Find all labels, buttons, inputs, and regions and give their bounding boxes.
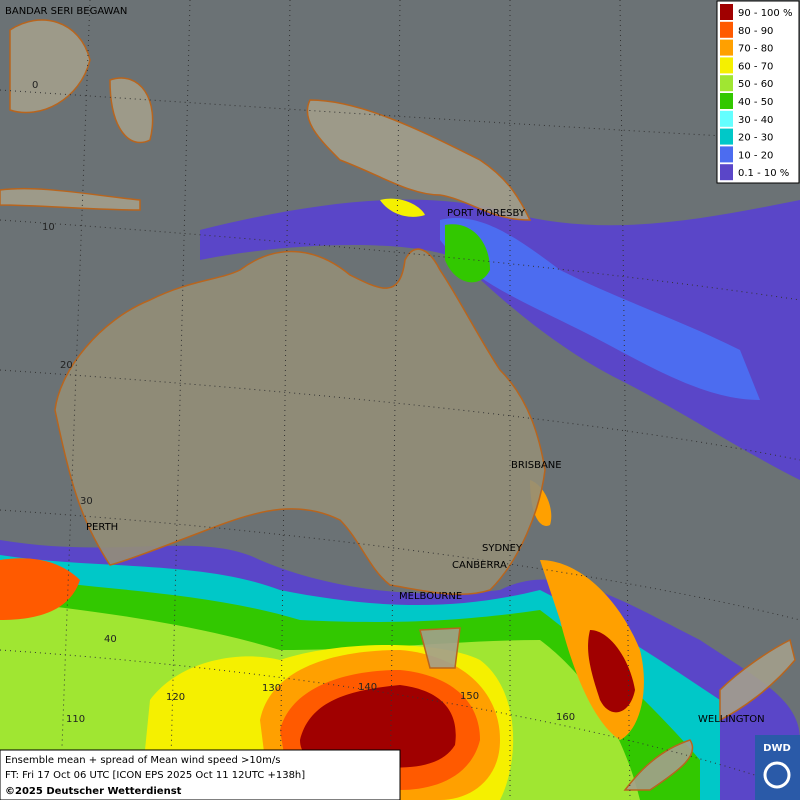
legend-swatch (720, 57, 733, 74)
city-label: SYDNEY (482, 543, 523, 554)
logo-icon (763, 761, 791, 789)
legend-label: 80 - 90 (738, 26, 773, 37)
logo: DWD (755, 735, 800, 800)
legend-swatch (720, 110, 733, 127)
grid-label: 40 (104, 634, 117, 645)
grid-label: 20 (60, 360, 73, 371)
city-label: WELLINGTON (698, 714, 765, 725)
legend-label: 20 - 30 (738, 133, 773, 144)
grid-label: 130 (262, 683, 281, 694)
grid-label: 140 (358, 682, 377, 693)
grid-label: 160 (556, 712, 575, 723)
legend-swatch (720, 39, 733, 56)
logo-box (755, 735, 800, 800)
legend-label: 30 - 40 (738, 115, 773, 126)
legend-swatch (720, 75, 733, 92)
legend-swatch (720, 21, 733, 38)
grid-label: 120 (166, 692, 185, 703)
city-label: MELBOURNE (399, 591, 462, 602)
legend-swatch (720, 4, 733, 20)
legend-swatch (720, 164, 733, 181)
footer-box (0, 749, 401, 800)
grid-label: 150 (460, 691, 479, 702)
legend-swatch (720, 146, 733, 163)
labels: BANDAR SERI BEGAWAN PORT MORESBY BRISBANE S… (5, 6, 765, 725)
city-label: PERTH (86, 522, 118, 533)
city-label: CANBERRA (452, 560, 507, 571)
footer: Ensemble mean + spread of Mean wind spee… (0, 749, 401, 800)
footer-line: Ensemble mean + spread of Mean wind spee… (5, 755, 280, 766)
grid-label: 110 (66, 714, 85, 725)
grid-label: 10 (42, 222, 55, 233)
grid-label: 30 (80, 496, 93, 507)
city-label: BANDAR SERI BEGAWAN (5, 6, 127, 17)
legend-swatch (720, 93, 733, 109)
legend-label: 0.1 - 10 % (738, 168, 789, 179)
footer-line: ©2025 Deutscher Wetterdienst (5, 786, 182, 797)
footer-line: FT: Fri 17 Oct 06 UTC [ICON EPS 2025 Oct… (5, 770, 305, 781)
city-label: PORT MORESBY (447, 208, 526, 219)
legend-label: 50 - 60 (738, 79, 773, 90)
legend: 90 - 100 % 80 - 90 70 - 80 60 - 70 50 - 60 40… (716, 0, 800, 184)
logo-text: DWD (763, 743, 791, 754)
legend-label: 90 - 100 % (738, 8, 792, 19)
legend-label: 10 - 20 (738, 150, 773, 161)
legend-label: 40 - 50 (738, 97, 773, 108)
legend-swatch (720, 128, 733, 145)
city-label: BRISBANE (511, 460, 562, 471)
grid-label: 0 (32, 80, 38, 91)
land (0, 19, 796, 791)
legend-label: 70 - 80 (738, 44, 773, 55)
legend-label: 60 - 70 (738, 61, 773, 72)
